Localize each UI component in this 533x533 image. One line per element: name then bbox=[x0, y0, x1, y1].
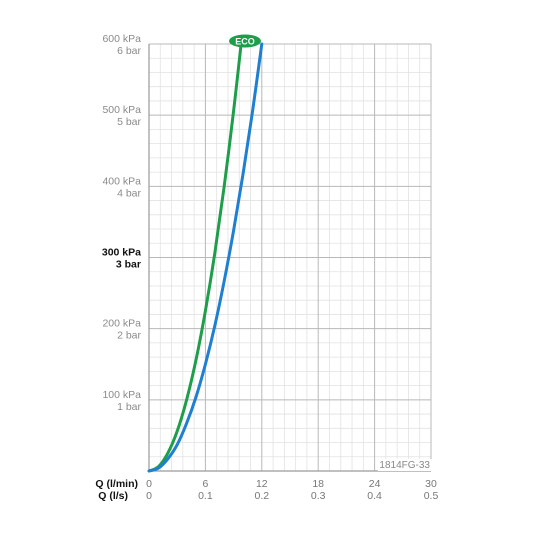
eco-badge: ECO bbox=[229, 34, 261, 48]
y-tick-label-kpa: 600 kPa bbox=[102, 33, 141, 45]
x-tick-label-ls: 0 bbox=[146, 490, 152, 502]
x-tick-label-ls: 0.2 bbox=[254, 490, 269, 502]
y-tick-label-bar: 1 bar bbox=[117, 401, 141, 413]
y-tick-label-bar: 2 bar bbox=[117, 330, 141, 342]
x-tick-label-lmin: 24 bbox=[369, 478, 381, 490]
x-axis-label-ls: Q (l/s) bbox=[98, 490, 128, 502]
x-tick-label-ls: 0.4 bbox=[367, 490, 382, 502]
y-tick-label-kpa: 400 kPa bbox=[102, 175, 141, 187]
y-tick-label-bar: 5 bar bbox=[117, 116, 141, 128]
x-tick-label-ls: 0.3 bbox=[311, 490, 326, 502]
series-layer bbox=[147, 42, 264, 473]
x-axis-label-lmin: Q (l/min) bbox=[95, 478, 138, 490]
eco-badge-shape bbox=[229, 34, 261, 48]
x-tick-label-ls: 0.5 bbox=[424, 490, 439, 502]
y-tick-label-kpa: 200 kPa bbox=[102, 318, 141, 330]
y-tick-label-kpa: 100 kPa bbox=[102, 389, 141, 401]
x-tick-labels: 0 6 12 18 24 30 0 0.1 0.2 0.3 0.4 0.5 bbox=[146, 478, 438, 502]
x-tick-label-lmin: 0 bbox=[146, 478, 152, 490]
x-tick-label-ls: 0.1 bbox=[198, 490, 213, 502]
x-tick-label-lmin: 12 bbox=[256, 478, 268, 490]
code-label-bg bbox=[378, 459, 432, 471]
y-tick-label-kpa: 500 kPa bbox=[102, 104, 141, 116]
x-tick-label-lmin: 6 bbox=[202, 478, 208, 490]
series-line-1 bbox=[147, 42, 243, 473]
x-tick-label-lmin: 18 bbox=[312, 478, 324, 490]
x-tick-label-lmin: 30 bbox=[425, 478, 437, 490]
series-line-2 bbox=[147, 42, 264, 473]
y-tick-label-kpa: 300 kPa bbox=[102, 247, 141, 259]
y-tick-label-bar: 3 bar bbox=[116, 259, 141, 271]
chart-code-label: 1814FG-33 bbox=[379, 460, 430, 471]
major-gridlines bbox=[148, 43, 432, 472]
y-tick-label-bar: 6 bar bbox=[117, 45, 141, 57]
y-tick-label-bar: 4 bar bbox=[117, 187, 141, 199]
eco-badge-label: ECO bbox=[235, 36, 255, 46]
